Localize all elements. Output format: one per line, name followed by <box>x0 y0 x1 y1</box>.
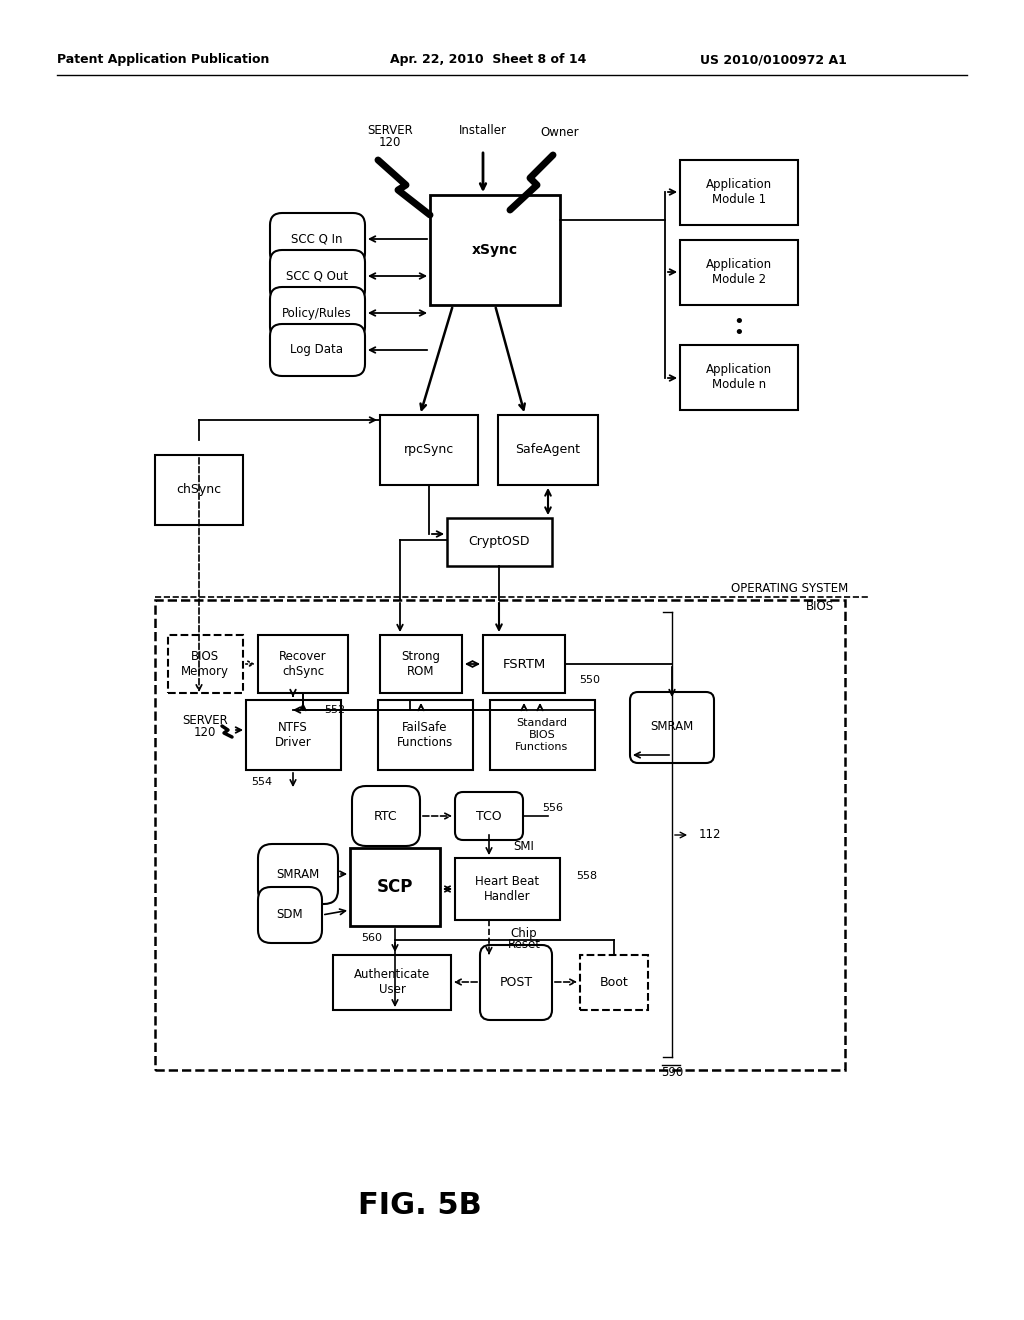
Text: OPERATING SYSTEM: OPERATING SYSTEM <box>731 582 849 595</box>
Text: Apr. 22, 2010  Sheet 8 of 14: Apr. 22, 2010 Sheet 8 of 14 <box>390 54 587 66</box>
Bar <box>258 635 348 693</box>
Text: Authenticate
User: Authenticate User <box>354 968 430 997</box>
Text: Patent Application Publication: Patent Application Publication <box>57 54 269 66</box>
Text: 554: 554 <box>252 777 272 787</box>
Text: POST: POST <box>500 975 532 989</box>
FancyBboxPatch shape <box>270 249 365 302</box>
Bar <box>680 345 798 411</box>
Text: chSync: chSync <box>176 483 221 496</box>
Text: NTFS
Driver: NTFS Driver <box>274 721 311 748</box>
Text: 558: 558 <box>577 871 598 880</box>
Text: 112: 112 <box>698 829 721 842</box>
Bar <box>380 635 462 693</box>
Text: Application
Module 2: Application Module 2 <box>706 257 772 286</box>
Text: rpcSync: rpcSync <box>403 444 454 457</box>
Text: SDM: SDM <box>276 908 303 921</box>
Text: 552: 552 <box>325 705 345 715</box>
FancyBboxPatch shape <box>480 945 552 1020</box>
Text: Application
Module 1: Application Module 1 <box>706 178 772 206</box>
FancyBboxPatch shape <box>258 887 322 942</box>
Text: US 2010/0100972 A1: US 2010/0100972 A1 <box>700 54 847 66</box>
Text: FIG. 5B: FIG. 5B <box>358 1191 482 1220</box>
Bar <box>580 954 648 1010</box>
FancyBboxPatch shape <box>455 792 523 840</box>
Text: SMRAM: SMRAM <box>650 721 693 734</box>
FancyBboxPatch shape <box>352 785 420 846</box>
FancyBboxPatch shape <box>630 692 714 763</box>
Bar <box>350 847 440 927</box>
Text: 120: 120 <box>194 726 216 738</box>
Text: RTC: RTC <box>374 809 397 822</box>
FancyBboxPatch shape <box>258 843 338 904</box>
Text: Reset: Reset <box>508 939 541 952</box>
Text: xSync: xSync <box>472 243 518 257</box>
Text: SCC Q Out: SCC Q Out <box>286 269 348 282</box>
Bar <box>680 240 798 305</box>
Text: Owner: Owner <box>541 127 580 140</box>
Bar <box>430 195 560 305</box>
Bar <box>333 954 451 1010</box>
Text: Recover
chSync: Recover chSync <box>280 649 327 678</box>
Text: SERVER: SERVER <box>368 124 413 136</box>
FancyBboxPatch shape <box>270 323 365 376</box>
Text: Boot: Boot <box>600 975 629 989</box>
Bar <box>455 858 560 920</box>
Text: BIOS: BIOS <box>806 601 835 614</box>
Bar <box>378 700 473 770</box>
Text: •: • <box>733 313 744 331</box>
FancyBboxPatch shape <box>270 286 365 339</box>
Text: SCP: SCP <box>377 878 414 896</box>
Text: Strong
ROM: Strong ROM <box>401 649 440 678</box>
Bar <box>168 635 243 693</box>
Text: SMI: SMI <box>514 840 535 853</box>
Bar <box>490 700 595 770</box>
Text: BIOS
Memory: BIOS Memory <box>181 649 229 678</box>
FancyBboxPatch shape <box>270 213 365 265</box>
Text: 556: 556 <box>543 803 563 813</box>
Text: •: • <box>733 323 744 342</box>
Text: SERVER: SERVER <box>182 714 228 726</box>
Text: FailSafe
Functions: FailSafe Functions <box>397 721 454 748</box>
Text: Chip: Chip <box>511 927 538 940</box>
Bar <box>380 414 478 484</box>
Text: Policy/Rules: Policy/Rules <box>283 306 352 319</box>
Text: FSRTM: FSRTM <box>503 657 546 671</box>
Bar <box>498 414 598 484</box>
Bar <box>483 635 565 693</box>
Text: SafeAgent: SafeAgent <box>515 444 581 457</box>
Text: Log Data: Log Data <box>291 343 343 356</box>
Text: 550: 550 <box>580 675 600 685</box>
Text: SCC Q In: SCC Q In <box>291 232 343 246</box>
Bar <box>155 455 243 525</box>
Text: SMRAM: SMRAM <box>276 867 319 880</box>
Text: 590: 590 <box>660 1067 683 1080</box>
Bar <box>155 601 845 1071</box>
Bar <box>680 160 798 224</box>
Text: Installer: Installer <box>459 124 507 136</box>
Text: Application
Module n: Application Module n <box>706 363 772 391</box>
Text: CryptOSD: CryptOSD <box>468 536 529 549</box>
Text: Standard
BIOS
Functions: Standard BIOS Functions <box>515 718 568 751</box>
Text: 120: 120 <box>379 136 401 149</box>
Text: 560: 560 <box>361 933 383 942</box>
Bar <box>246 700 341 770</box>
Text: TCO: TCO <box>476 809 502 822</box>
Text: Heart Beat
Handler: Heart Beat Handler <box>475 875 539 903</box>
Bar <box>447 517 552 566</box>
